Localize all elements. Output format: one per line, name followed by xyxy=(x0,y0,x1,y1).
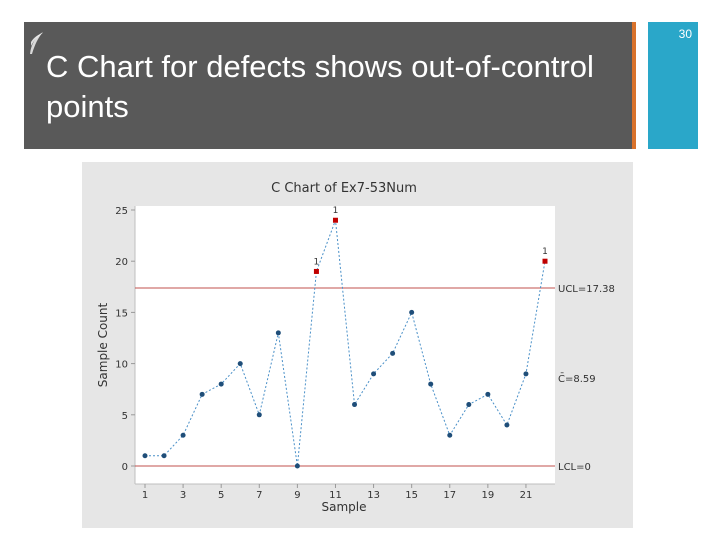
data-point xyxy=(294,463,300,469)
accent-bar-orange xyxy=(632,22,636,149)
x-tick-label: 9 xyxy=(294,490,300,501)
data-point xyxy=(371,371,377,377)
x-tick-label: 3 xyxy=(180,490,186,501)
center-line-label: C̄=8.59 xyxy=(558,372,596,385)
data-point xyxy=(352,402,358,408)
page-number: 30 xyxy=(678,27,692,41)
x-tick-label: 19 xyxy=(481,490,494,501)
data-point xyxy=(428,381,434,387)
data-point xyxy=(161,453,167,459)
slide-title: C Chart for defects shows out-of-control… xyxy=(46,49,594,124)
leaf-icon xyxy=(30,32,43,54)
x-axis-label: Sample xyxy=(322,500,367,514)
y-tick-label: 10 xyxy=(115,360,128,371)
data-point xyxy=(504,422,510,428)
y-axis-label: Sample Count xyxy=(96,302,110,387)
data-point xyxy=(523,371,529,377)
data-point xyxy=(180,432,186,438)
data-point xyxy=(447,432,453,438)
out-of-control-point xyxy=(313,268,319,274)
data-point xyxy=(142,453,148,459)
data-point xyxy=(275,330,281,336)
y-tick-label: 25 xyxy=(115,206,128,217)
x-tick-label: 21 xyxy=(520,490,533,501)
x-tick-label: 13 xyxy=(367,490,380,501)
y-tick-label: 20 xyxy=(115,257,128,268)
x-tick-label: 15 xyxy=(405,490,418,501)
title-band xyxy=(24,22,632,149)
series-line xyxy=(145,220,546,467)
y-tick-label: 0 xyxy=(122,462,128,473)
out-of-control-flag: 1 xyxy=(542,247,548,257)
data-point xyxy=(237,361,243,367)
data-point xyxy=(409,309,415,315)
out-of-control-point xyxy=(332,217,338,223)
x-tick-label: 5 xyxy=(218,490,224,501)
out-of-control-flag: 1 xyxy=(314,257,320,267)
data-point xyxy=(199,391,205,397)
x-tick-label: 11 xyxy=(329,490,342,501)
ucl-label: UCL=17.38 xyxy=(558,284,615,295)
out-of-control-flag: 1 xyxy=(333,206,339,216)
y-tick-label: 15 xyxy=(115,308,128,319)
data-point xyxy=(390,350,396,356)
data-point xyxy=(218,381,224,387)
x-tick-label: 7 xyxy=(256,490,262,501)
y-tick-label: 5 xyxy=(122,411,128,422)
chart-panel: C Chart of Ex7-53Num Sample Sample Count… xyxy=(82,162,633,528)
data-point xyxy=(256,412,262,418)
x-tick-label: 17 xyxy=(443,490,456,501)
c-chart: C Chart of Ex7-53Num Sample Sample Count… xyxy=(96,181,615,514)
out-of-control-point xyxy=(542,258,548,264)
data-point xyxy=(485,391,491,397)
accent-bar-blue xyxy=(648,22,698,149)
lcl-label: LCL=0 xyxy=(558,462,591,473)
plot-area xyxy=(135,206,555,484)
chart-title: C Chart of Ex7-53Num xyxy=(271,181,417,196)
data-point xyxy=(466,402,472,408)
x-tick-label: 1 xyxy=(142,490,148,501)
